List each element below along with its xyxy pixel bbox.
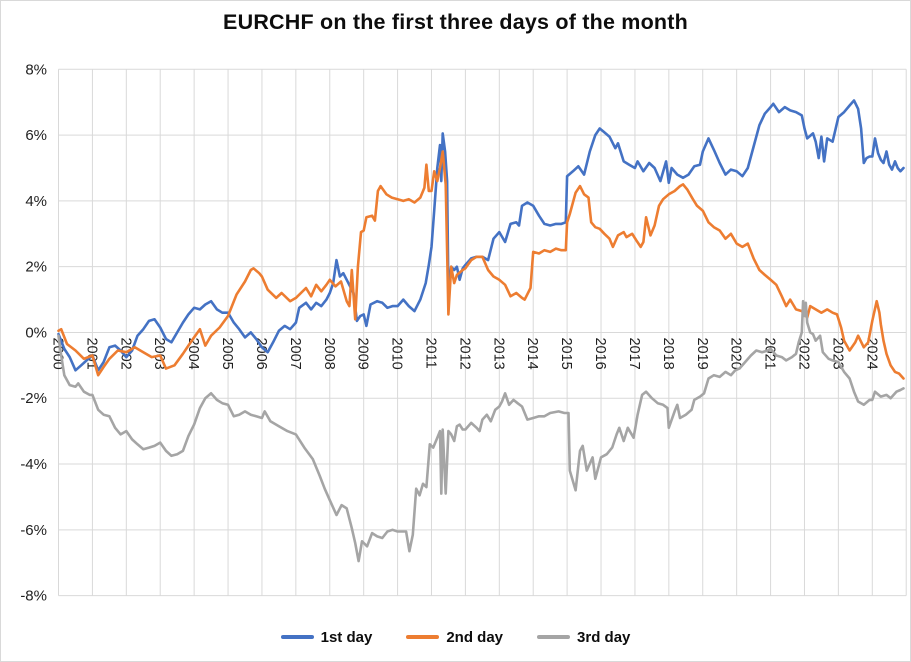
- x-axis-tick-label: 2002: [117, 337, 133, 369]
- x-axis-tick-label: 2004: [185, 337, 201, 369]
- legend-label-1st-day: 1st day: [320, 628, 373, 646]
- series-line-1st-day: [57, 99, 905, 372]
- series-line-3rd-day: [57, 299, 905, 563]
- x-axis-tick-label: 2007: [287, 337, 303, 369]
- legend-line-swatch-2nd-day: [406, 635, 440, 639]
- y-axis-tick-label: 8%: [25, 61, 47, 78]
- x-axis-tick-label: 2008: [321, 337, 337, 369]
- x-axis-tick-label: 2005: [219, 337, 235, 369]
- chart-title: EURCHF on the first three days of the mo…: [223, 10, 688, 34]
- legend-line-swatch-1st-day: [280, 635, 314, 639]
- legend-item-2nd-day: 2nd day: [406, 629, 503, 646]
- series-line-2nd-day: [57, 150, 905, 380]
- x-axis-tick-label: 2022: [795, 337, 811, 369]
- x-axis-tick-label: 2012: [456, 337, 472, 369]
- x-axis-tick-label: 2014: [524, 337, 540, 369]
- legend-line-swatch-3rd-day: [537, 635, 571, 639]
- x-axis-tick-label: 2013: [490, 337, 506, 369]
- chart-legend: 1st day 2nd day 3rd day: [1, 622, 910, 652]
- legend-label-3rd-day: 3rd day: [577, 628, 631, 646]
- y-axis-tick-label: 0%: [25, 324, 47, 341]
- x-axis-tick-label: 2024: [863, 337, 879, 369]
- x-axis-tick-label: 2018: [660, 337, 676, 369]
- x-axis-tick-label: 2017: [626, 337, 642, 369]
- x-axis-tick-label: 2016: [592, 337, 608, 369]
- x-axis-tick-label: 2020: [728, 337, 744, 369]
- x-axis-tick-label: 2011: [422, 337, 438, 368]
- legend-item-1st-day: 1st day: [280, 628, 373, 646]
- legend-item-3rd-day: 3rd day: [537, 629, 630, 646]
- x-axis-tick-label: 2015: [558, 337, 574, 369]
- y-axis-tick-label: 4%: [25, 193, 47, 210]
- y-axis-tick-label: 2%: [25, 259, 47, 276]
- x-axis-tick-label: 2010: [389, 337, 405, 369]
- x-axis-tick-label: 2019: [694, 337, 710, 369]
- x-axis-tick-label: 2006: [253, 337, 269, 369]
- y-axis-tick-label: 6%: [25, 127, 47, 144]
- y-axis-tick-label: -2%: [20, 390, 47, 407]
- y-axis-tick-label: -4%: [20, 456, 47, 473]
- x-axis-tick-label: 2021: [762, 337, 778, 369]
- x-axis-tick-label: 2023: [829, 337, 845, 369]
- legend-label-2nd-day: 2nd day: [446, 628, 504, 646]
- x-axis-tick-label: 2009: [355, 337, 371, 369]
- y-axis-tick-label: -6%: [20, 522, 47, 539]
- y-axis-tick-label: -8%: [20, 588, 47, 605]
